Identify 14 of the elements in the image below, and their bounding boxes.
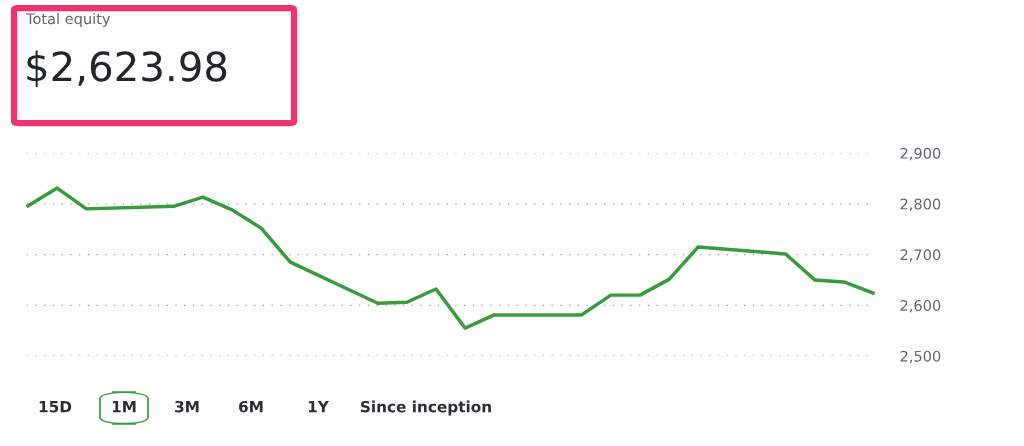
text: 1M [112, 401, 136, 413]
text: 6M [239, 400, 263, 413]
text: 3M [175, 400, 199, 413]
line-series [26, 186, 875, 330]
text: 1Y [308, 401, 329, 413]
y-tick-label: 2,500 [900, 350, 941, 364]
text: 15D [39, 401, 72, 413]
y-tick-label: 2,600 [900, 299, 941, 313]
y-tick-label: 2,900 [900, 147, 941, 161]
chart-subtitle: $2,623.98 [27, 50, 227, 88]
y-tick-label: 2,700 [900, 249, 941, 262]
text: Since inception [360, 400, 491, 416]
chart-title: Total equity [25, 12, 111, 28]
y-tick-label: 2,800 [900, 198, 941, 212]
